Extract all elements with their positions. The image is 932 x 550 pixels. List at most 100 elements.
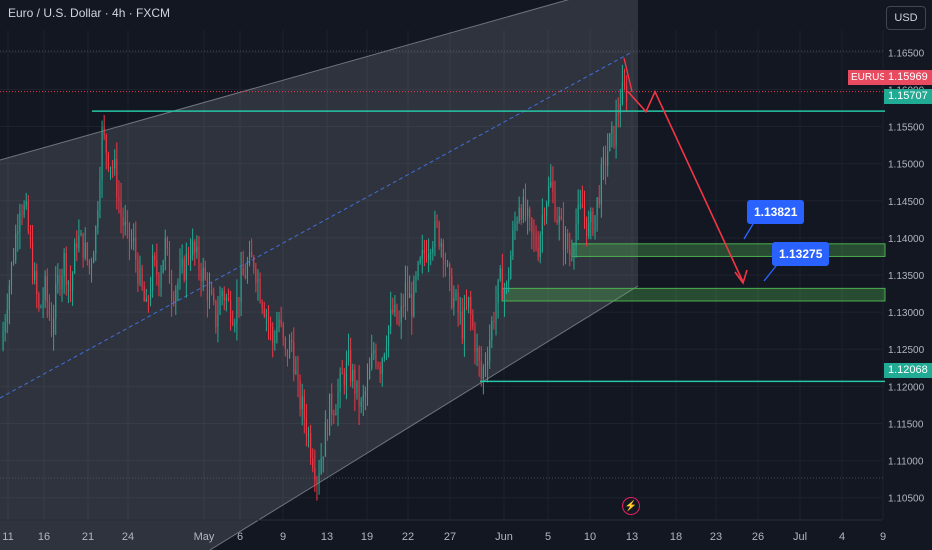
candle-body (31, 242, 34, 281)
candle-body (425, 253, 428, 260)
candle-body (175, 289, 177, 302)
candle-body (396, 304, 398, 323)
candle-body (200, 269, 202, 282)
candle-body (434, 221, 436, 247)
candle-body (147, 298, 149, 301)
candle-body (617, 113, 619, 115)
candle-body (581, 204, 583, 208)
candle-body (423, 249, 425, 254)
candle-body (299, 379, 301, 410)
candle-body (400, 306, 402, 323)
candle-body (619, 103, 621, 114)
candle-body (461, 311, 463, 339)
candle-body (605, 156, 607, 167)
candle-body (208, 289, 211, 301)
candle-body (46, 276, 48, 303)
candle-body (118, 197, 120, 201)
candle-body (280, 319, 282, 324)
candle-body (583, 207, 586, 217)
candle-body (236, 297, 238, 325)
candle-body (192, 241, 194, 256)
candle-body (535, 235, 537, 248)
candle-body (442, 243, 444, 261)
candle-body (484, 365, 487, 368)
candle-body (541, 215, 543, 235)
candle-body (592, 211, 594, 234)
candle-body (347, 350, 350, 362)
time-axis-label: 9 (280, 531, 286, 543)
candle-body (217, 314, 219, 328)
candle-body (373, 350, 375, 354)
candle-body (569, 248, 571, 255)
candle-body (510, 255, 512, 279)
candle-body (128, 223, 131, 243)
candle-body (93, 253, 95, 264)
time-axis-label: 9 (880, 531, 886, 543)
candle-body (196, 246, 198, 253)
candle-body (253, 257, 255, 268)
candle-body (177, 282, 179, 290)
candle-body (36, 271, 38, 295)
candle-body (310, 433, 312, 458)
target-callout-lower[interactable]: 1.13275 (772, 242, 830, 266)
candle-body (116, 159, 118, 198)
candle-body (265, 314, 267, 317)
demand-zone (501, 287, 886, 302)
candle-body (417, 262, 419, 277)
level-low-tag: 1.12068 (884, 363, 932, 378)
candle-body (246, 263, 248, 279)
currency-button[interactable]: USD (886, 6, 926, 30)
candle-body (474, 327, 476, 353)
candle-body (114, 159, 116, 168)
candle-body (548, 186, 550, 204)
time-axis-label: Jun (495, 531, 513, 543)
candle-body (213, 293, 215, 301)
candle-body (571, 253, 573, 255)
candle-body (371, 353, 373, 369)
candle-body (50, 316, 53, 335)
candle-body (293, 341, 295, 374)
candle-body (558, 216, 560, 223)
candle-body (392, 309, 394, 313)
candle-body (430, 252, 432, 254)
candle-body (444, 260, 447, 265)
candle-body (158, 274, 160, 288)
lightning-icon[interactable]: ⚡ (622, 497, 640, 515)
candle-body (436, 221, 438, 223)
candle-body (131, 241, 133, 243)
candle-body (143, 287, 145, 302)
candle-body (103, 126, 105, 135)
candle-body (251, 251, 253, 258)
candle-body (522, 196, 524, 220)
candle-body (345, 361, 347, 385)
candle-body (105, 134, 107, 153)
projection-arrowhead (734, 269, 748, 285)
candle-body (59, 275, 61, 290)
candle-body (390, 309, 392, 327)
candle-body (586, 216, 588, 236)
candle-body (181, 259, 183, 266)
candle-body (543, 215, 546, 217)
price-axis-label: 1.14000 (888, 234, 925, 245)
time-axis-label: Jul (793, 531, 807, 543)
candle-body (13, 260, 15, 263)
price-axis-label: 1.12500 (888, 345, 925, 356)
candle-body (221, 290, 223, 297)
candle-body (465, 306, 468, 308)
candle-body (333, 414, 335, 416)
candle-body (476, 347, 478, 353)
target-callout-upper[interactable]: 1.13821 (747, 200, 805, 224)
candle-body (440, 243, 442, 247)
candle-body (577, 205, 579, 224)
candle-body (67, 281, 69, 285)
candle-body (339, 373, 341, 392)
candle-body (611, 125, 613, 134)
candle-body (480, 360, 482, 379)
candle-body (564, 233, 567, 250)
candle-body (74, 243, 76, 274)
channel-upper-line (0, 0, 569, 161)
candle-body (337, 391, 339, 414)
candle-body (185, 253, 187, 280)
candle-body (230, 299, 232, 323)
